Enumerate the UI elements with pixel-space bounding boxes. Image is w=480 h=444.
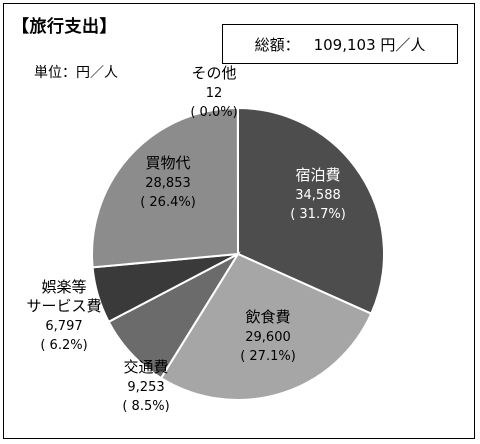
slice-label-4-line-1: 娯楽等 — [41, 278, 86, 296]
slice-label-1-line-3: ( 31.7%) — [290, 207, 346, 222]
pie-slices — [91, 106, 385, 401]
total-box: 総額： 109,103 円／人 — [222, 24, 458, 64]
slice-label-5-line-2: 28,853 — [145, 176, 191, 191]
slice-label-1-line-1: 宿泊費 — [295, 166, 340, 184]
chart-title: 【旅行支出】 — [12, 17, 117, 37]
total-value: 109,103 円／人 — [313, 35, 426, 54]
slice-label-6-line-1: その他 — [191, 64, 236, 82]
unit-label: 単位：円／人 — [34, 65, 118, 81]
total-label: 総額： — [254, 35, 300, 54]
slice-label-2-line-3: ( 27.1%) — [240, 349, 296, 364]
slice-label-5-line-3: ( 26.4%) — [140, 195, 196, 210]
slice-label-6-line-2: 12 — [206, 86, 223, 101]
slice-label-1-line-2: 34,588 — [295, 188, 341, 203]
slice-label-3-line-3: ( 8.5%) — [122, 399, 169, 414]
slice-label-4-line-4: ( 6.2%) — [40, 338, 87, 353]
slice-label-5-line-1: 買物代 — [145, 154, 190, 172]
slice-label-6-line-3: ( 0.0%) — [190, 105, 237, 120]
slice-label-3-line-2: 9,253 — [127, 380, 164, 395]
slice-label-2-line-1: 飲食費 — [245, 308, 290, 326]
pie-outline — [91, 107, 385, 401]
slice-label-4-line-2: サービス費 — [26, 297, 101, 315]
slice-label-3-line-1: 交通費 — [123, 358, 168, 376]
slice-label-2-line-2: 29,600 — [245, 330, 291, 345]
slice-label-4-line-3: 6,797 — [45, 319, 82, 334]
pie-labels: 宿泊費 34,588 ( 31.7%) 飲食費 29,600 ( 27.1%) 交通費 9,2… — [26, 64, 345, 414]
